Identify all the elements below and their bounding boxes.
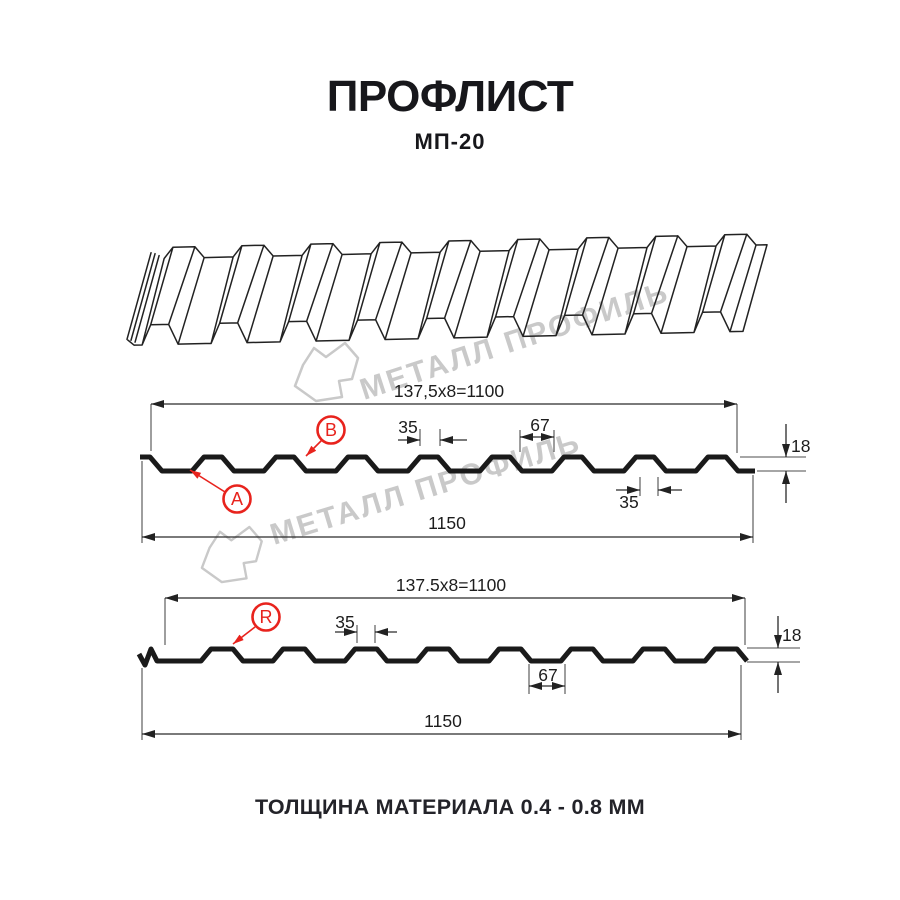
section-r-profile <box>136 646 749 668</box>
callout-side-a: A <box>189 469 252 514</box>
dim-text-crest-bottom: 35 <box>619 492 638 512</box>
page-title: ПРОФЛИСТ <box>326 72 574 121</box>
dim-r-height: 18 <box>747 616 801 693</box>
callout-side-r: R <box>232 602 281 645</box>
dim-text-height: 18 <box>782 625 801 645</box>
dim-text-overall-width: 1150 <box>424 711 462 731</box>
dim-r-valley: 67 <box>528 664 566 694</box>
profile-3d-view <box>126 233 768 346</box>
product-code: МП-20 <box>414 129 486 154</box>
dim-text-height: 18 <box>791 436 810 456</box>
section-ab-profile <box>140 454 755 474</box>
dim-text-crest-top: 35 <box>398 417 417 437</box>
dim-text-width-formula: 137.5x8=1100 <box>396 575 506 595</box>
callout-letter-a: A <box>231 489 243 509</box>
callout-letter-r: R <box>260 607 273 627</box>
watermark-middle: МЕТАЛЛ ПРОФИЛЬ <box>200 426 585 584</box>
watermark-brand-text: МЕТАЛЛ ПРОФИЛЬ <box>266 426 585 552</box>
section-r: 137.5x8=1100 35 18 67 <box>136 575 801 740</box>
callout-circle-a <box>222 484 252 514</box>
dim-r-width-formula: 137.5x8=1100 <box>164 575 746 645</box>
callout-letter-b: B <box>325 420 337 440</box>
dim-r-crest: 35 <box>335 612 397 643</box>
section-ab: 137,5x8=1100 35 67 18 <box>140 381 810 543</box>
dim-text-valley: 67 <box>538 665 557 685</box>
dim-r-overall-width: 1150 <box>141 665 742 740</box>
dim-text-overall-width: 1150 <box>428 513 466 533</box>
dim-text-valley: 67 <box>530 415 549 435</box>
callout-side-b: B <box>305 415 346 457</box>
dim-ab-width-formula: 137,5x8=1100 <box>150 381 738 453</box>
brand-logo-icon <box>293 341 360 403</box>
material-thickness-note: ТОЛЩИНА МАТЕРИАЛА 0.4 - 0.8 ММ <box>255 795 645 819</box>
callout-circle-r <box>251 602 281 632</box>
dim-ab-crest-bottom: 35 <box>616 477 682 512</box>
dim-text-width-formula: 137,5x8=1100 <box>394 381 504 401</box>
dim-ab-valley: 67 <box>519 415 555 452</box>
brand-logo-icon <box>200 525 263 584</box>
dim-ab-height: 18 <box>740 424 810 503</box>
dim-ab-crest-top: 35 <box>398 417 467 446</box>
profile-3d-lines <box>126 233 768 346</box>
dim-text-crest: 35 <box>335 612 354 632</box>
dim-ab-overall-width: 1150 <box>141 461 754 543</box>
callout-circle-b <box>316 415 346 445</box>
